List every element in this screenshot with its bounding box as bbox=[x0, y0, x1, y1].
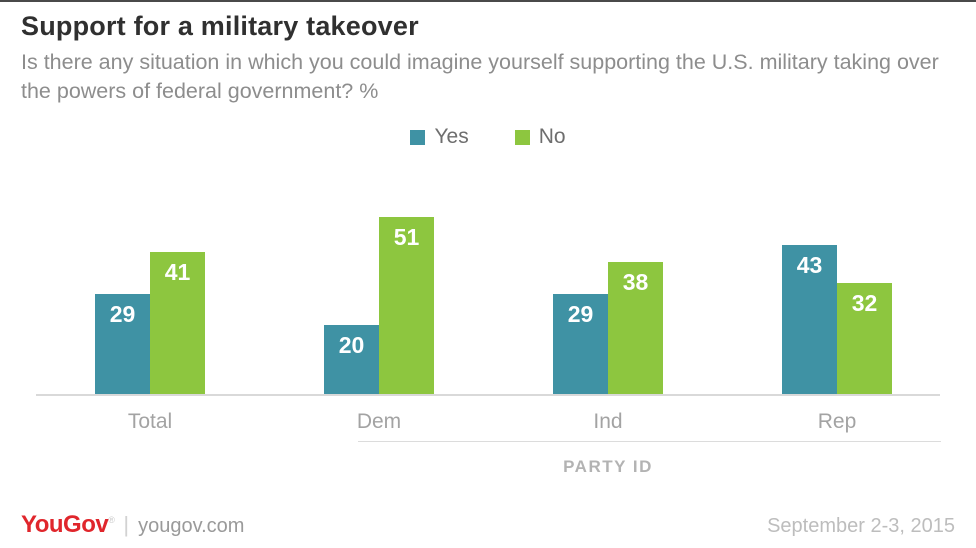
legend-label-no: No bbox=[538, 125, 566, 148]
bar-total-no: 41 bbox=[150, 251, 205, 395]
footer: YouGov® | yougov.com September 2-3, 2015 bbox=[21, 511, 955, 539]
bar-rep-yes: 43 bbox=[782, 244, 837, 395]
bar-group-ind: 29 38 bbox=[553, 262, 663, 395]
plot-area: 29 41 20 51 29 38 43 bbox=[0, 209, 976, 395]
legend-item-yes: Yes bbox=[410, 125, 469, 149]
bar-ind-yes: 29 bbox=[553, 293, 608, 395]
bar-value-label: 38 bbox=[622, 269, 649, 295]
legend-label-yes: Yes bbox=[434, 125, 469, 148]
category-labels: Total Dem Ind Rep bbox=[0, 410, 976, 434]
bar-value-label: 51 bbox=[393, 223, 420, 250]
bar-value-label: 29 bbox=[567, 300, 594, 327]
bar-group-rep: 43 32 bbox=[782, 244, 892, 395]
bar-ind-no: 38 bbox=[608, 262, 663, 395]
x-axis-group-label: PARTY ID bbox=[563, 457, 653, 476]
chart-subtitle: Is there any situation in which you coul… bbox=[21, 50, 939, 103]
legend-item-no: No bbox=[514, 125, 566, 149]
bar-group-dem: 20 51 bbox=[324, 216, 434, 395]
page-title: Support for a military takeover bbox=[21, 11, 419, 41]
legend-swatch-yes bbox=[410, 129, 426, 145]
bar-rep-no: 32 bbox=[837, 283, 892, 395]
bar-value-label: 29 bbox=[109, 300, 136, 327]
category-label-ind: Ind bbox=[593, 410, 623, 433]
party-id-bracket-line bbox=[358, 441, 941, 442]
bar-value-label: 20 bbox=[338, 332, 365, 358]
category-label-total: Total bbox=[127, 410, 173, 433]
bar-value-label: 43 bbox=[796, 251, 823, 278]
bar-dem-yes: 20 bbox=[324, 325, 379, 395]
x-axis-line bbox=[36, 394, 940, 396]
category-label-dem: Dem bbox=[356, 410, 402, 433]
legend-swatch-no bbox=[514, 129, 530, 145]
bar-group-total: 29 41 bbox=[95, 251, 205, 395]
yougov-logo: YouGov® bbox=[21, 511, 115, 538]
chart-legend: Yes No bbox=[0, 125, 976, 149]
bar-total-yes: 29 bbox=[95, 293, 150, 395]
bar-value-label: 41 bbox=[164, 258, 191, 285]
bar-value-label: 32 bbox=[851, 290, 878, 316]
footer-divider: | bbox=[123, 512, 130, 537]
yougov-site-link[interactable]: yougov.com bbox=[138, 515, 245, 537]
registered-mark: ® bbox=[108, 515, 115, 525]
category-label-rep: Rep bbox=[817, 410, 857, 433]
bar-dem-no: 51 bbox=[379, 216, 434, 395]
footer-date: September 2-3, 2015 bbox=[767, 515, 955, 537]
